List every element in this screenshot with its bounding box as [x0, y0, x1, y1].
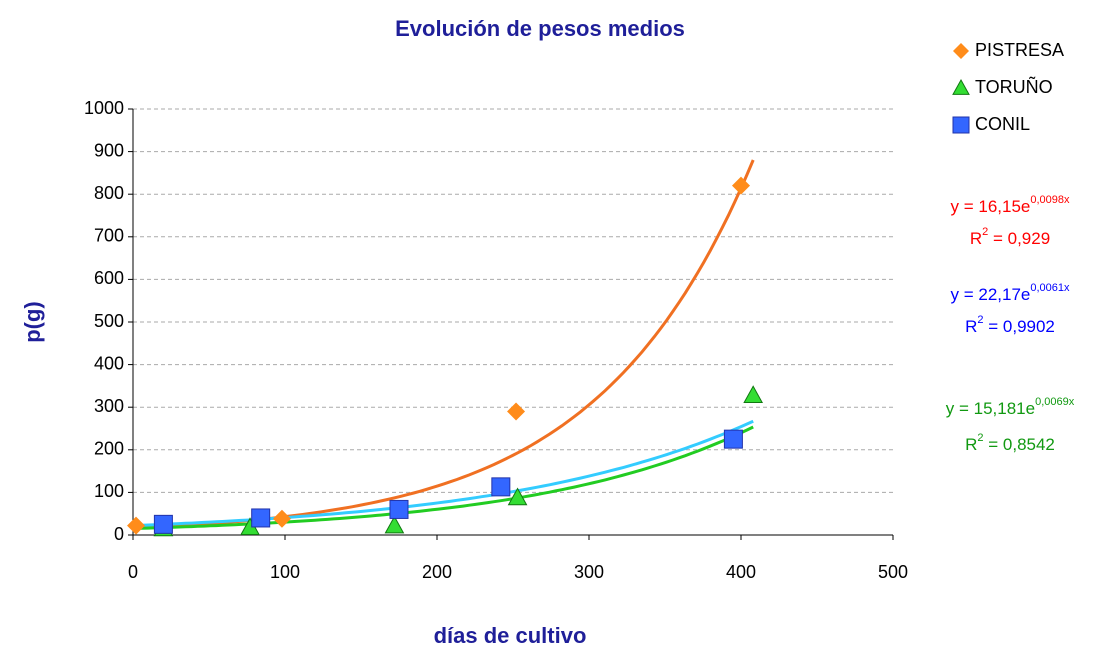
data-point [732, 176, 750, 195]
y-tick-label: 600 [94, 268, 124, 288]
data-point [491, 477, 511, 497]
data-point [507, 402, 526, 421]
y-tick-label: 0 [114, 524, 124, 544]
y-tick-label: 700 [94, 226, 124, 246]
r2-value: = 0,8542 [984, 435, 1055, 454]
trend-equation: y = 16,15e0,0098x [950, 194, 1070, 217]
r2-sup: 2 [982, 226, 988, 238]
data-point [251, 508, 271, 528]
y-tick-label: 100 [94, 481, 124, 501]
trend-r2: R2 = 0,929 [970, 226, 1050, 249]
data-point [153, 514, 173, 534]
x-tick-label: 100 [270, 562, 300, 582]
y-tick-label: 800 [94, 183, 124, 203]
x-tick-label: 200 [422, 562, 452, 582]
legend-marker [952, 78, 970, 95]
legend-marker [953, 43, 969, 59]
data-point [507, 487, 528, 506]
r2-base: R [965, 435, 977, 454]
equation-exponent: 0,0098x [1030, 194, 1070, 206]
y-tick-label: 400 [94, 353, 124, 373]
equation-exponent: 0,0061x [1030, 282, 1070, 294]
x-tick-label: 300 [574, 562, 604, 582]
y-tick-label: 1000 [84, 98, 124, 118]
y-tick-label: 300 [94, 396, 124, 416]
legend-marker [952, 116, 970, 134]
data-point [384, 515, 405, 534]
trend-r2: R2 = 0,8542 [965, 432, 1055, 455]
x-tick-label: 400 [726, 562, 756, 582]
legend-label: TORUÑO [975, 76, 1053, 97]
equation-base: y = 16,15e [950, 197, 1030, 216]
trendline [135, 159, 755, 530]
data-point [389, 499, 409, 519]
trend-equation: y = 22,17e0,0061x [950, 282, 1070, 305]
equation-base: y = 15,181e [946, 399, 1035, 418]
data-point [743, 385, 764, 403]
y-tick-label: 200 [94, 439, 124, 459]
y-tick-label: 900 [94, 140, 124, 160]
r2-value: = 0,9902 [984, 317, 1055, 336]
legend-label: PISTRESA [975, 40, 1064, 60]
r2-sup: 2 [977, 432, 983, 444]
y-tick-label: 500 [94, 311, 124, 331]
x-axis-label: días de cultivo [434, 623, 587, 648]
equation-exponent: 0,0069x [1035, 396, 1075, 408]
data-point [127, 516, 146, 535]
x-tick-label: 0 [128, 562, 138, 582]
r2-value: = 0,929 [988, 229, 1050, 248]
legend-label: CONIL [975, 114, 1030, 134]
trendline [135, 425, 754, 530]
y-axis-label: p(g) [20, 301, 45, 343]
trendline [135, 419, 754, 527]
trend-equation: y = 15,181e0,0069x [946, 396, 1075, 419]
trend-r2: R2 = 0,9902 [965, 314, 1055, 337]
data-point [723, 429, 743, 449]
r2-base: R [965, 317, 977, 336]
data-point [272, 509, 291, 528]
x-tick-label: 500 [878, 562, 908, 582]
r2-sup: 2 [977, 314, 983, 326]
r2-base: R [970, 229, 982, 248]
equation-base: y = 22,17e [950, 285, 1030, 304]
chart-title: Evolución de pesos medios [395, 16, 685, 41]
